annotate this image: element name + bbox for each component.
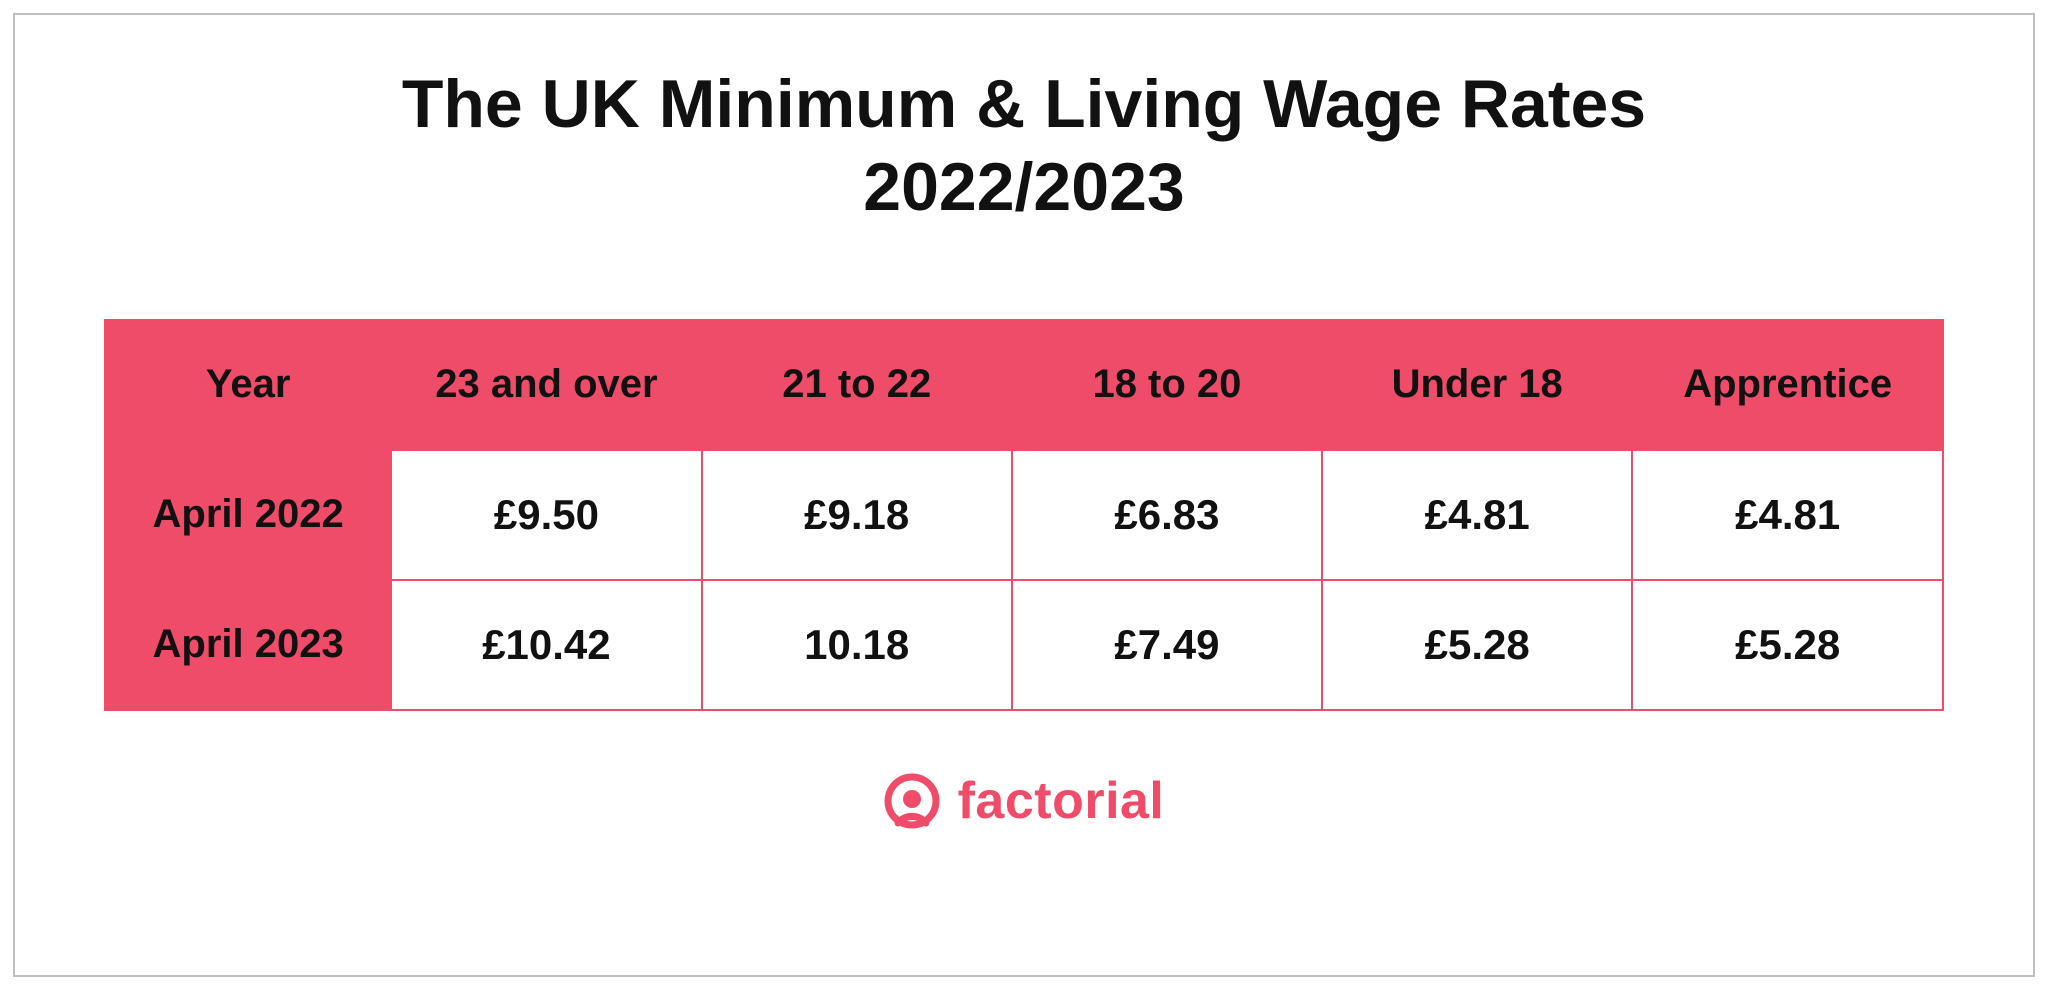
col-header-18-to-20: 18 to 20 xyxy=(1012,320,1322,450)
row-label-april-2022: April 2022 xyxy=(105,450,391,580)
row-label-april-2023: April 2023 xyxy=(105,580,391,710)
cell-2023-23-and-over: £10.42 xyxy=(391,580,701,710)
cell-2022-18-to-20: £6.83 xyxy=(1012,450,1322,580)
col-header-year: Year xyxy=(105,320,391,450)
cell-2022-under-18: £4.81 xyxy=(1322,450,1632,580)
cell-2023-under-18: £5.28 xyxy=(1322,580,1632,710)
cell-2022-23-and-over: £9.50 xyxy=(391,450,701,580)
table-row: April 2023 £10.42 10.18 £7.49 £5.28 £5.2… xyxy=(105,580,1943,710)
cell-2023-apprentice: £5.28 xyxy=(1632,580,1943,710)
col-header-21-to-22: 21 to 22 xyxy=(702,320,1012,450)
table-header-row: Year 23 and over 21 to 22 18 to 20 Under… xyxy=(105,320,1943,450)
title-line-1: The UK Minimum & Living Wage Rates xyxy=(402,63,1646,146)
title-line-2: 2022/2023 xyxy=(402,146,1646,229)
brand-name: factorial xyxy=(958,771,1165,831)
col-header-apprentice: Apprentice xyxy=(1632,320,1943,450)
table-row: April 2022 £9.50 £9.18 £6.83 £4.81 £4.81 xyxy=(105,450,1943,580)
cell-2023-21-to-22: 10.18 xyxy=(702,580,1012,710)
brand-footer: factorial xyxy=(884,771,1165,831)
cell-2022-21-to-22: £9.18 xyxy=(702,450,1012,580)
cell-2022-apprentice: £4.81 xyxy=(1632,450,1943,580)
content-frame: The UK Minimum & Living Wage Rates 2022/… xyxy=(13,13,2035,977)
page-title: The UK Minimum & Living Wage Rates 2022/… xyxy=(402,63,1646,229)
col-header-under-18: Under 18 xyxy=(1322,320,1632,450)
cell-2023-18-to-20: £7.49 xyxy=(1012,580,1322,710)
wage-rates-table: Year 23 and over 21 to 22 18 to 20 Under… xyxy=(104,319,1944,711)
factorial-logo-icon xyxy=(884,773,940,829)
col-header-23-and-over: 23 and over xyxy=(391,320,701,450)
